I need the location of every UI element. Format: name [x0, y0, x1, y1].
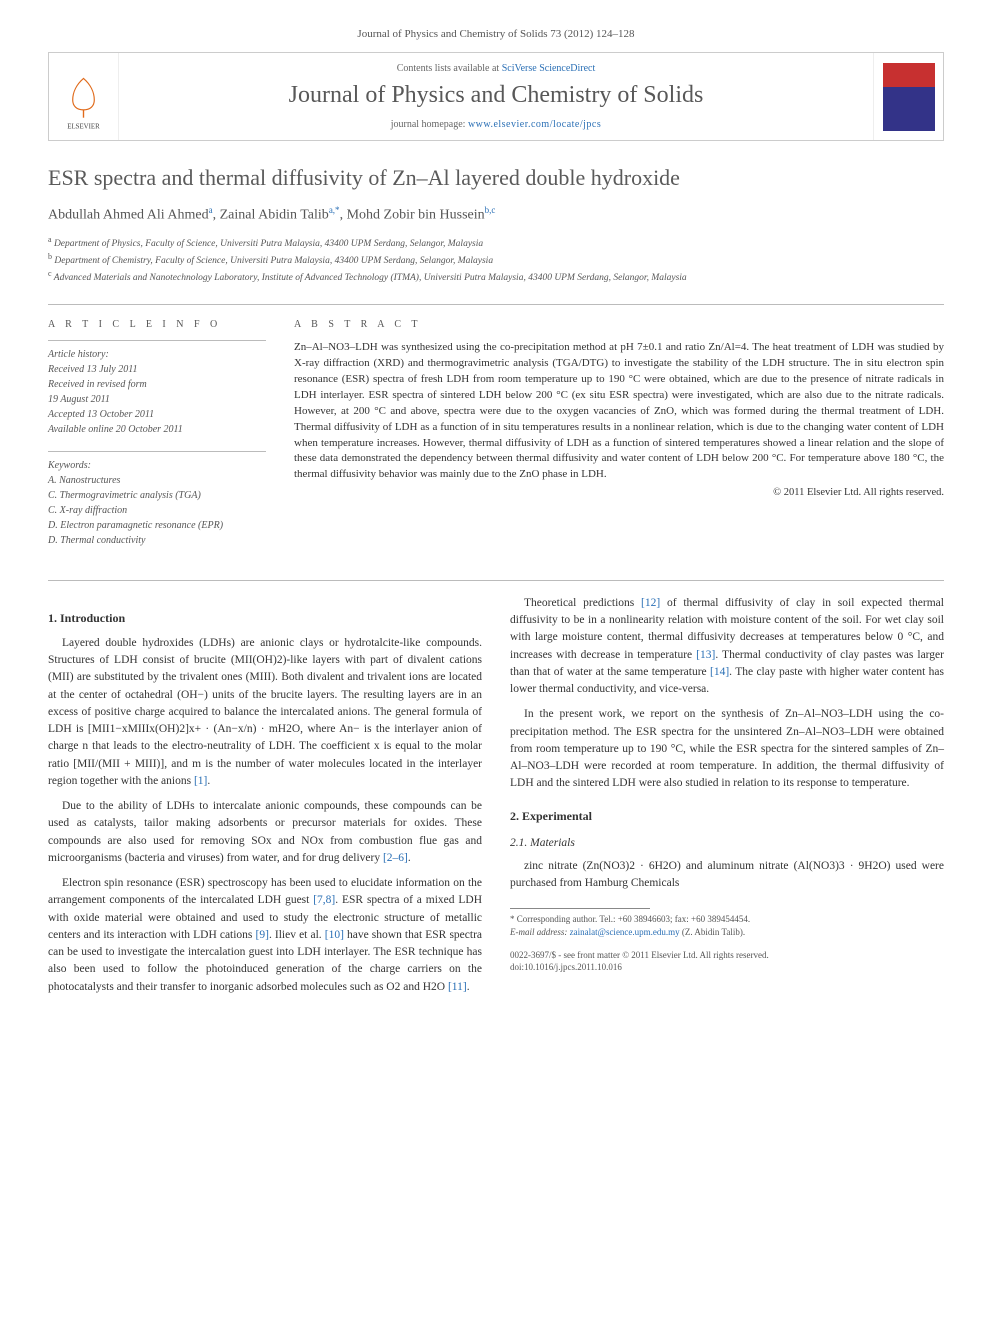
- intro-p2: Due to the ability of LDHs to intercalat…: [48, 798, 482, 867]
- cite-9[interactable]: [9]: [256, 929, 269, 941]
- p1-text: Layered double hydroxides (LDHs) are ani…: [48, 637, 482, 787]
- aff-text-a: Department of Physics, Faculty of Scienc…: [54, 239, 483, 249]
- corresponding-author-footnote: * Corresponding author. Tel.: +60 389466…: [510, 913, 944, 938]
- intro-p5: In the present work, we report on the sy…: [510, 706, 944, 792]
- aff-text-c: Advanced Materials and Nanotechnology La…: [54, 274, 687, 284]
- keyword-item: D. Thermal conductivity: [48, 533, 266, 548]
- author-3: Mohd Zobir bin Hussein: [347, 208, 485, 223]
- issn-line: 0022-3697/$ - see front matter © 2011 El…: [510, 949, 944, 962]
- cite-12[interactable]: [12]: [641, 597, 660, 609]
- article-info-label: A R T I C L E I N F O: [48, 319, 266, 330]
- article-history: Article history: Received 13 July 2011 R…: [48, 340, 266, 437]
- abstract-text: Zn–Al–NO3–LDH was synthesized using the …: [294, 340, 944, 483]
- p2-text: Due to the ability of LDHs to intercalat…: [48, 800, 482, 864]
- doi-line: doi:10.1016/j.jpcs.2011.10.016: [510, 961, 944, 974]
- intro-p3: Electron spin resonance (ESR) spectrosco…: [48, 875, 482, 996]
- keyword-item: C. Thermogravimetric analysis (TGA): [48, 488, 266, 503]
- author-3-marks: b,c: [485, 205, 496, 215]
- affiliation-a: a Department of Physics, Faculty of Scie…: [48, 234, 944, 251]
- keywords-block: Keywords: A. Nanostructures C. Thermogra…: [48, 451, 266, 548]
- section-1-heading: 1. Introduction: [48, 609, 482, 627]
- history-line: Received in revised form: [48, 377, 266, 392]
- p3-end: .: [467, 981, 470, 993]
- cite-11[interactable]: [11]: [448, 981, 467, 993]
- email-label: E-mail address:: [510, 927, 570, 937]
- homepage-url-link[interactable]: www.elsevier.com/locate/jpcs: [468, 119, 601, 130]
- keyword-item: A. Nanostructures: [48, 473, 266, 488]
- p2-end: .: [408, 852, 411, 864]
- keyword-item: C. X-ray diffraction: [48, 503, 266, 518]
- email-link[interactable]: zainalat@science.upm.edu.my: [570, 927, 680, 937]
- history-head: Article history:: [48, 347, 266, 362]
- elsevier-tree-icon: ELSEVIER: [57, 72, 110, 132]
- journal-cover-thumb-icon: [883, 63, 935, 131]
- intro-p1: Layered double hydroxides (LDHs) are ani…: [48, 635, 482, 790]
- history-line: Received 13 July 2011: [48, 362, 266, 377]
- corr-author-line: * Corresponding author. Tel.: +60 389466…: [510, 913, 944, 926]
- journal-cover-box: [873, 53, 943, 140]
- corr-email-line: E-mail address: zainalat@science.upm.edu…: [510, 926, 944, 939]
- cite-1[interactable]: [1]: [194, 775, 207, 787]
- contents-available-line: Contents lists available at SciVerse Sci…: [127, 63, 865, 74]
- history-line: 19 August 2011: [48, 392, 266, 407]
- intro-p4: Theoretical predictions [12] of thermal …: [510, 595, 944, 699]
- affiliations: a Department of Physics, Faculty of Scie…: [48, 234, 944, 286]
- author-1-marks: a: [209, 205, 213, 215]
- cite-10[interactable]: [10]: [325, 929, 344, 941]
- history-line: Accepted 13 October 2011: [48, 407, 266, 422]
- aff-mark-b: b: [48, 252, 52, 261]
- affiliation-b: b Department of Chemistry, Faculty of Sc…: [48, 251, 944, 268]
- sciencedirect-link[interactable]: SciVerse ScienceDirect: [502, 63, 596, 74]
- keywords-head: Keywords:: [48, 458, 266, 473]
- mid-divider: [48, 580, 944, 581]
- body-text: 1. Introduction Layered double hydroxide…: [48, 595, 944, 996]
- running-head: Journal of Physics and Chemistry of Soli…: [48, 28, 944, 40]
- top-divider: [48, 304, 944, 305]
- abstract-label: A B S T R A C T: [294, 319, 944, 330]
- article-info-column: A R T I C L E I N F O Article history: R…: [48, 319, 266, 562]
- author-2: Zainal Abidin Talib: [220, 208, 329, 223]
- cite-14[interactable]: [14]: [710, 666, 729, 678]
- footnote-divider: [510, 908, 650, 909]
- keyword-item: D. Electron paramagnetic resonance (EPR): [48, 518, 266, 533]
- cite-7-8[interactable]: [7,8]: [313, 894, 335, 906]
- svg-text:ELSEVIER: ELSEVIER: [67, 124, 100, 131]
- p4a: Theoretical predictions: [524, 597, 641, 609]
- aff-mark-c: c: [48, 269, 52, 278]
- aff-mark-a: a: [48, 235, 52, 244]
- contents-prefix: Contents lists available at: [397, 63, 502, 74]
- section-2-1-heading: 2.1. Materials: [510, 835, 944, 852]
- aff-text-b: Department of Chemistry, Faculty of Scie…: [54, 256, 493, 266]
- section-2-heading: 2. Experimental: [510, 807, 944, 825]
- p1-end: .: [207, 775, 210, 787]
- article-title: ESR spectra and thermal diffusivity of Z…: [48, 165, 944, 191]
- email-tail: (Z. Abidin Talib).: [680, 927, 745, 937]
- homepage-prefix: journal homepage:: [391, 119, 468, 130]
- abstract-copyright: © 2011 Elsevier Ltd. All rights reserved…: [294, 487, 944, 498]
- homepage-line: journal homepage: www.elsevier.com/locat…: [127, 119, 865, 130]
- abstract-column: A B S T R A C T Zn–Al–NO3–LDH was synthe…: [294, 319, 944, 562]
- authors-line: Abdullah Ahmed Ali Ahmeda, Zainal Abidin…: [48, 205, 944, 224]
- author-2-marks: a,*: [329, 205, 340, 215]
- p3c: . Iliev et al.: [269, 929, 325, 941]
- affiliation-c: c Advanced Materials and Nanotechnology …: [48, 268, 944, 285]
- front-matter-footer: 0022-3697/$ - see front matter © 2011 El…: [510, 949, 944, 974]
- author-1: Abdullah Ahmed Ali Ahmed: [48, 208, 209, 223]
- publisher-logo-box: ELSEVIER: [49, 53, 119, 140]
- materials-p: zinc nitrate (Zn(NO3)2 · 6H2O) and alumi…: [510, 858, 944, 893]
- cite-2-6[interactable]: [2–6]: [383, 852, 408, 864]
- journal-name: Journal of Physics and Chemistry of Soli…: [127, 82, 865, 109]
- cite-13[interactable]: [13]: [696, 649, 715, 661]
- history-line: Available online 20 October 2011: [48, 422, 266, 437]
- masthead: ELSEVIER Contents lists available at Sci…: [48, 52, 944, 141]
